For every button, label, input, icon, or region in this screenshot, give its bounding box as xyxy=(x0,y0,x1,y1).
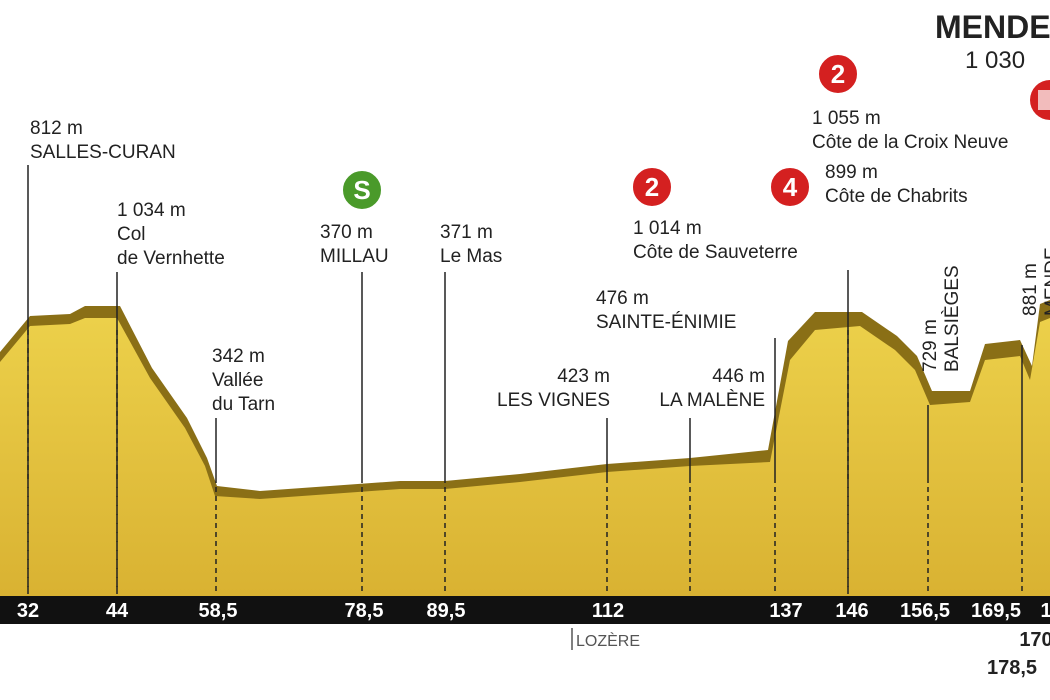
place-name: MILLAU xyxy=(320,246,389,267)
place-name: Côte de Chabrits xyxy=(825,186,968,207)
climb-badge xyxy=(341,169,383,211)
climb-badge xyxy=(817,53,859,95)
km-label: 169,5 xyxy=(971,600,1021,622)
climb-category: 4 xyxy=(783,172,798,202)
km-label: 58,5 xyxy=(199,600,238,622)
place-name: Vallée xyxy=(212,370,263,391)
km-label: 89,5 xyxy=(427,600,466,622)
climb-badge xyxy=(631,166,673,208)
km-label: 112 xyxy=(592,600,624,622)
km-label: 170 xyxy=(1019,629,1050,651)
altitude-label: 899 m xyxy=(825,162,878,183)
finish-altitude: 1 030 xyxy=(965,47,1025,74)
place-name: de Vernhette xyxy=(117,248,225,269)
place-name: SAINTE-ÉNIMIE xyxy=(596,312,736,333)
place-name: LA MALÈNE xyxy=(659,390,765,411)
altitude-label: 423 m xyxy=(557,366,610,387)
place-name: Col xyxy=(117,224,146,245)
altitude-label: 342 m xyxy=(212,346,265,367)
altitude-label: 371 m xyxy=(440,222,493,243)
place-name: LES VIGNES xyxy=(497,390,610,411)
altitude-label: 1 034 m xyxy=(117,200,186,221)
place-name: Le Mas xyxy=(440,246,502,267)
profile xyxy=(0,318,1050,596)
altitude-label: 1 055 m xyxy=(812,108,881,129)
km-label: 32 xyxy=(17,600,39,622)
altitude-label: 476 m xyxy=(596,288,649,309)
km-label: 137 xyxy=(769,600,802,622)
climb-category: 2 xyxy=(831,59,845,89)
finish-name: MENDE xyxy=(935,9,1050,45)
altitude-label: 812 m xyxy=(30,118,83,139)
region-label: LOZÈRE xyxy=(576,631,640,650)
altitude-label: 1 014 m xyxy=(633,218,702,239)
climb-badge xyxy=(769,166,811,208)
altitude-label: 370 m xyxy=(320,222,373,243)
place-name: MENDE xyxy=(1042,247,1050,316)
place-name: du Tarn xyxy=(212,394,275,415)
km-label: 156,5 xyxy=(900,600,950,622)
climb-category: 2 xyxy=(645,172,659,202)
altitude-label: 729 m xyxy=(920,319,941,372)
finish-icon xyxy=(1030,80,1050,120)
km-label: 78,5 xyxy=(345,600,384,622)
place-name: Côte de la Croix Neuve xyxy=(812,132,1008,153)
km-bar xyxy=(0,596,1050,624)
km-label: 1 xyxy=(1040,600,1050,622)
altitude-label: 881 m xyxy=(1020,263,1041,316)
place-name: BALSIÈGES xyxy=(942,265,963,372)
place-name: SALLES-CURAN xyxy=(30,142,176,163)
km-label: 178,5 xyxy=(987,657,1037,679)
place-name: Côte de Sauveterre xyxy=(633,242,798,263)
km-label: 44 xyxy=(106,600,129,622)
climb-category: S xyxy=(353,175,370,205)
altitude-label: 446 m xyxy=(712,366,765,387)
km-label: 146 xyxy=(835,600,868,622)
